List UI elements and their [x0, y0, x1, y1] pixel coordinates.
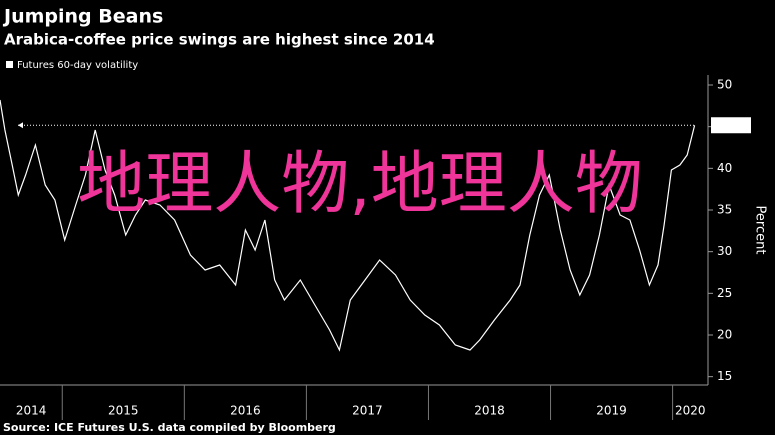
chart-subtitle: Arabica-coffee price swings are highest …: [4, 31, 435, 49]
x-tick-label: 2014: [16, 404, 47, 418]
y-tick-label: 15: [717, 369, 732, 383]
x-tick-label: 2019: [596, 404, 627, 418]
y-tick-label: 20: [717, 328, 732, 342]
last-value-label: 45.17: [716, 118, 750, 132]
y-tick-label: 35: [717, 203, 732, 217]
x-tick-label: 2018: [474, 404, 505, 418]
x-tick-label: 2017: [352, 404, 383, 418]
x-tick-label: 2020: [675, 404, 706, 418]
watermark: 地理人物,地理人物: [77, 145, 643, 224]
y-tick-label: 40: [717, 161, 732, 175]
y-axis-label: Percent: [753, 206, 768, 255]
x-tick-label: 2016: [230, 404, 261, 418]
x-tick-label: 2015: [108, 404, 139, 418]
legend-swatch: [6, 61, 13, 68]
y-tick-label: 25: [717, 286, 732, 300]
y-tick-label: 30: [717, 244, 732, 258]
line: [0, 99, 696, 352]
source: Source: ICE Futures U.S. data compiled b…: [3, 421, 336, 434]
legend-label: Futures 60-day volatility: [17, 60, 138, 71]
y-tick-label: 50: [717, 78, 732, 92]
chart-title: Jumping Beans: [2, 6, 163, 28]
last-value-arrow: [18, 122, 23, 129]
last-value-box: [711, 117, 751, 134]
